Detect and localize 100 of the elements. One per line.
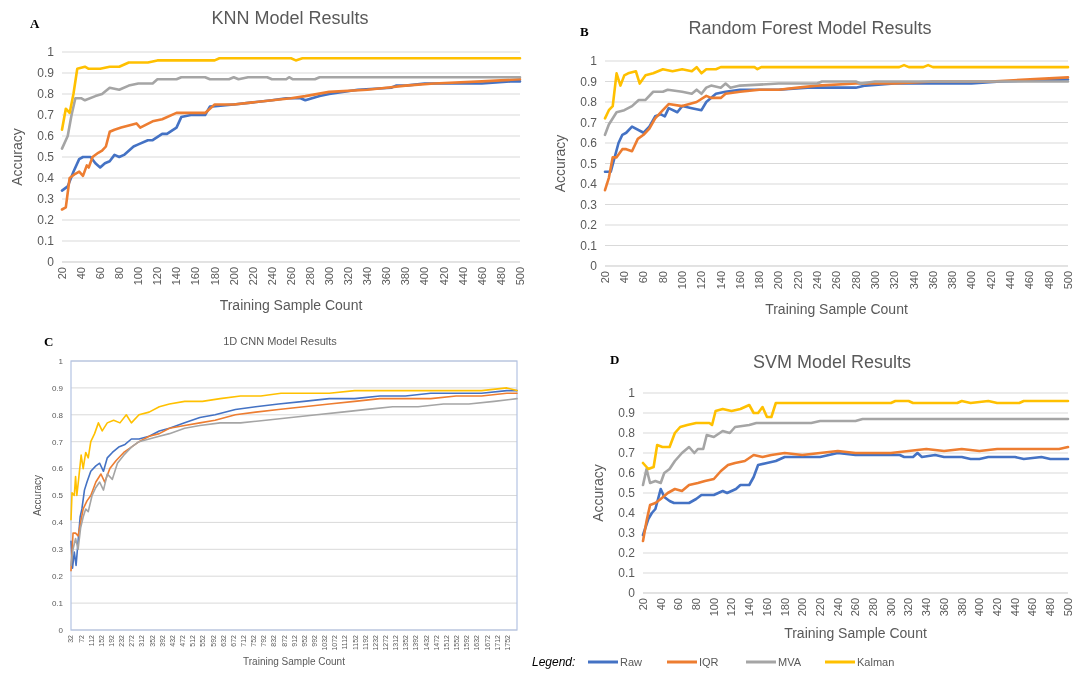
y-tick-label: 0.5 — [580, 156, 598, 171]
x-tick-label: 480 — [1044, 598, 1057, 617]
x-tick-label: 220 — [791, 271, 804, 290]
x-axis-title: Training Sample Count — [219, 297, 363, 313]
x-tick-label: 140 — [714, 271, 727, 290]
x-tick-label: 380 — [955, 598, 968, 617]
x-tick-label: 360 — [926, 271, 939, 290]
x-tick-label: 240 — [265, 267, 278, 286]
x-tick-label: 200 — [772, 271, 785, 290]
line-series — [603, 80, 1070, 137]
y-tick-label: 0.6 — [618, 466, 636, 481]
x-tick-label: 400 — [418, 267, 431, 286]
y-tick-label: 0.4 — [51, 518, 64, 528]
y-tick-label: 0.7 — [51, 437, 64, 447]
y-tick-label: 0.1 — [580, 238, 598, 253]
x-tick-label: 300 — [868, 271, 881, 290]
x-tick-label: 480 — [494, 267, 507, 286]
x-tick-label: 140 — [170, 267, 183, 286]
x-tick-label: 80 — [656, 271, 669, 284]
y-tick-label: 0.6 — [580, 136, 598, 151]
chart-title: SVM Model Results — [752, 352, 912, 372]
legend-label: Raw — [620, 655, 643, 668]
y-tick-label: 0.3 — [37, 192, 55, 207]
y-tick-label: 0.7 — [618, 446, 636, 461]
y-tick-label: 0.1 — [51, 598, 64, 608]
x-tick-label: 60 — [94, 267, 107, 280]
x-tick-label: 120 — [725, 598, 738, 617]
legend-label: IQR — [699, 655, 719, 668]
y-tick-label: 0.5 — [37, 150, 55, 165]
y-tick-label: 1 — [47, 45, 55, 60]
x-tick-label: 20 — [598, 271, 611, 284]
x-tick-label: 40 — [74, 267, 87, 280]
y-tick-label: 0 — [47, 255, 55, 270]
y-axis-title: Accuracy — [590, 464, 606, 522]
x-tick-label: 320 — [902, 598, 915, 617]
x-tick-label: 160 — [760, 598, 773, 617]
chart-title: KNN Model Results — [211, 8, 369, 28]
x-tick-label: 40 — [618, 271, 631, 284]
y-tick-label: 1 — [590, 54, 598, 69]
x-tick-label: 120 — [695, 271, 708, 290]
y-axis-title: Accuracy — [9, 128, 25, 186]
x-tick-label: 260 — [830, 271, 843, 290]
y-tick-label: 0.2 — [580, 218, 598, 233]
x-tick-label: 180 — [753, 271, 766, 290]
x-tick-label: 140 — [743, 598, 756, 617]
x-tick-label: 380 — [399, 267, 412, 286]
x-tick-label: 100 — [132, 267, 145, 286]
x-tick-label: 300 — [323, 267, 336, 286]
y-tick-label: 0.1 — [37, 234, 55, 249]
x-tick-label: 360 — [937, 598, 950, 617]
y-tick-label: 0.2 — [618, 546, 636, 561]
x-tick-label: 420 — [991, 598, 1004, 617]
x-tick-label: 440 — [456, 267, 469, 286]
x-tick-label: 260 — [849, 598, 862, 617]
x-tick-label: 380 — [946, 271, 959, 290]
x-tick-label: 500 — [1061, 598, 1074, 617]
x-tick-label: 440 — [1003, 271, 1016, 290]
y-tick-label: 0.2 — [37, 213, 55, 228]
x-tick-label: 120 — [151, 267, 164, 286]
y-tick-label: 0.4 — [37, 171, 55, 186]
x-tick-label: 320 — [342, 267, 355, 286]
x-tick-label: 180 — [208, 267, 221, 286]
y-tick-label: 0.9 — [51, 383, 64, 393]
x-tick-label: 400 — [965, 271, 978, 290]
y-tick-label: 0.5 — [51, 491, 64, 501]
x-tick-label: 400 — [973, 598, 986, 617]
x-tick-label: 320 — [888, 271, 901, 290]
y-tick-label: 0.1 — [618, 566, 636, 581]
y-axis-title: Accuracy — [32, 474, 43, 517]
line-series — [60, 78, 522, 211]
x-tick-label: 40 — [654, 598, 667, 611]
x-tick-label: 80 — [113, 267, 126, 280]
y-tick-label: 0.4 — [618, 506, 636, 521]
y-tick-label: 1 — [58, 356, 64, 366]
y-tick-label: 0.7 — [37, 108, 55, 123]
text: A — [30, 16, 40, 31]
x-axis-title: Training Sample Count — [765, 301, 908, 317]
x-tick-label: 300 — [884, 598, 897, 617]
x-tick-label: 340 — [361, 267, 374, 286]
x-axis-title: Training Sample Count — [784, 625, 927, 641]
x-tick-label: 460 — [1026, 598, 1039, 617]
y-tick-label: 0.8 — [618, 426, 636, 441]
x-tick-label: 460 — [1023, 271, 1036, 290]
legend-label: Kalman — [857, 655, 895, 668]
x-tick-label: 440 — [1008, 598, 1021, 617]
y-tick-label: 0.9 — [618, 406, 636, 421]
text: D — [610, 352, 620, 367]
line-series — [70, 387, 518, 521]
y-tick-label: 0.9 — [37, 66, 55, 81]
chart-title: 1D CNN Model Results — [223, 335, 338, 347]
line-series — [641, 399, 1070, 471]
y-tick-label: 0.8 — [37, 87, 55, 102]
x-tick-label: 480 — [1042, 271, 1055, 290]
y-tick-label: 0.6 — [37, 129, 55, 144]
x-tick-label: 280 — [867, 598, 880, 617]
x-tick-label: 360 — [380, 267, 393, 286]
x-tick-label: 220 — [246, 267, 259, 286]
x-tick-label: 420 — [984, 271, 997, 290]
x-tick-label: 180 — [778, 598, 791, 617]
x-tick-label: 460 — [475, 267, 488, 286]
